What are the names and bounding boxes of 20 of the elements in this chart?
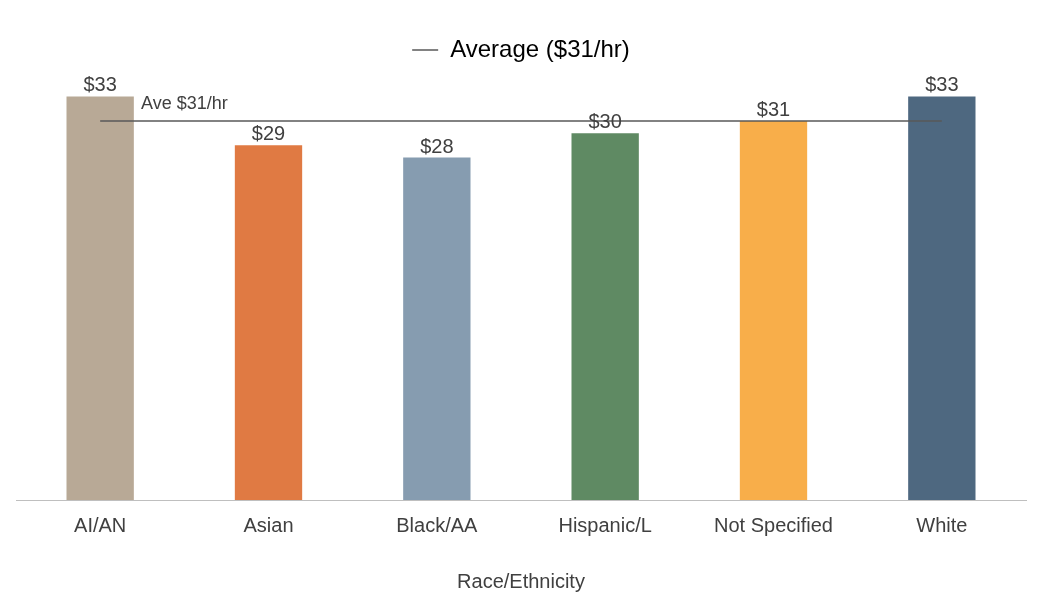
x-tick-label: AI/AN (74, 513, 127, 536)
x-tick-label: Black/AA (396, 513, 479, 536)
bar (66, 96, 134, 500)
bar (234, 145, 303, 500)
data-label: $31 (756, 97, 791, 120)
data-label: $28 (420, 134, 454, 157)
data-label: $29 (251, 122, 286, 145)
x-axis-title: Race/Ethnicity (457, 569, 585, 592)
x-tick-label: White (916, 513, 968, 536)
annotation: Ave $31/hr (140, 92, 228, 113)
data-label: $33 (83, 73, 117, 96)
x-tick-label: Hispanic/L (558, 513, 652, 536)
x-tick-label: Not Specified (714, 513, 833, 536)
legend-label: Average ($31/hr) (450, 34, 630, 62)
bar (908, 96, 976, 500)
bar (571, 133, 639, 500)
bar (403, 157, 471, 500)
bar (739, 120, 808, 500)
data-label: $33 (925, 73, 959, 96)
x-tick-label: Asian (243, 513, 294, 536)
